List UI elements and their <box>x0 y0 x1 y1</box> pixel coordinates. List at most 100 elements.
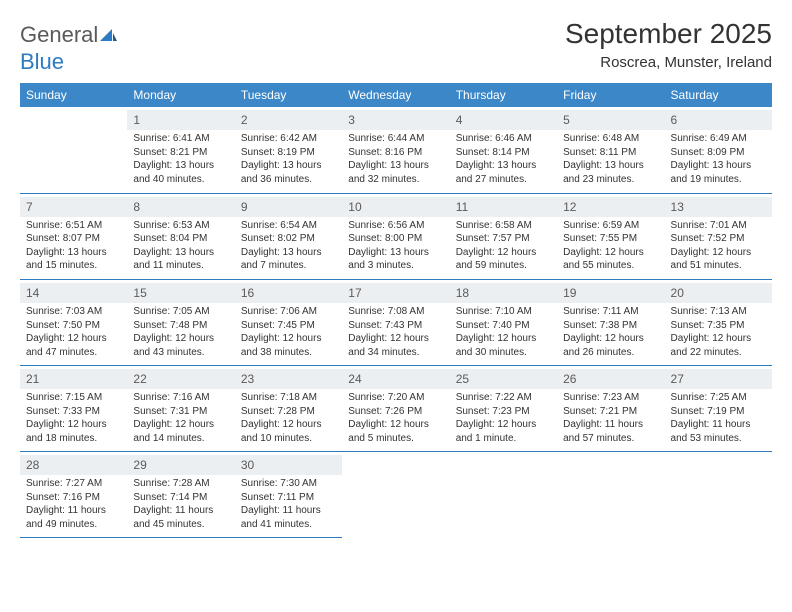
day-number: 19 <box>557 283 664 303</box>
day-number: 10 <box>342 197 449 217</box>
sunset-text: Sunset: 8:14 PM <box>456 146 551 160</box>
calendar-cell: 4Sunrise: 6:46 AMSunset: 8:14 PMDaylight… <box>450 107 557 193</box>
sunset-text: Sunset: 8:19 PM <box>241 146 336 160</box>
header: General Blue September 2025 Roscrea, Mun… <box>20 18 772 75</box>
daylight-text: Daylight: 13 hours and 36 minutes. <box>241 159 336 186</box>
daylight-text: Daylight: 13 hours and 3 minutes. <box>348 246 443 273</box>
sunrise-text: Sunrise: 7:16 AM <box>133 391 228 405</box>
day-number: 6 <box>665 110 772 130</box>
day-header: Friday <box>557 83 664 107</box>
daylight-text: Daylight: 12 hours and 38 minutes. <box>241 332 336 359</box>
calendar-cell: 12Sunrise: 6:59 AMSunset: 7:55 PMDayligh… <box>557 193 664 279</box>
calendar-row: 7Sunrise: 6:51 AMSunset: 8:07 PMDaylight… <box>20 193 772 279</box>
daylight-text: Daylight: 13 hours and 15 minutes. <box>26 246 121 273</box>
day-header: Saturday <box>665 83 772 107</box>
day-number: 20 <box>665 283 772 303</box>
calendar-cell: 2 Sunrise: 6:42 AMSunset: 8:19 PMDaylight… <box>235 107 342 193</box>
sunset-text: Sunset: 7:55 PM <box>563 232 658 246</box>
sunset-text: Sunset: 8:02 PM <box>241 232 336 246</box>
logo: General Blue <box>20 22 118 75</box>
day-number: 24 <box>342 369 449 389</box>
sunrise-text: Sunrise: 7:01 AM <box>671 219 766 233</box>
day-header-row: Sunday Monday Tuesday Wednesday Thursday… <box>20 83 772 107</box>
calendar-cell: 28Sunrise: 7:27 AMSunset: 7:16 PMDayligh… <box>20 452 127 538</box>
calendar-cell: 5Sunrise: 6:48 AMSunset: 8:11 PMDaylight… <box>557 107 664 193</box>
sunset-text: Sunset: 8:16 PM <box>348 146 443 160</box>
calendar-cell: 24Sunrise: 7:20 AMSunset: 7:26 PMDayligh… <box>342 366 449 452</box>
day-number: 30 <box>235 455 342 475</box>
day-number: 16 <box>235 283 342 303</box>
sunrise-text: Sunrise: 7:06 AM <box>241 305 336 319</box>
day-number: 15 <box>127 283 234 303</box>
day-number: 25 <box>450 369 557 389</box>
calendar-cell: 29Sunrise: 7:28 AMSunset: 7:14 PMDayligh… <box>127 452 234 538</box>
day-number: 18 <box>450 283 557 303</box>
calendar-cell: 21Sunrise: 7:15 AMSunset: 7:33 PMDayligh… <box>20 366 127 452</box>
daylight-text: Daylight: 13 hours and 27 minutes. <box>456 159 551 186</box>
sunset-text: Sunset: 7:43 PM <box>348 319 443 333</box>
sunrise-text: Sunrise: 7:05 AM <box>133 305 228 319</box>
sunset-text: Sunset: 7:26 PM <box>348 405 443 419</box>
daylight-text: Daylight: 12 hours and 43 minutes. <box>133 332 228 359</box>
sunset-text: Sunset: 7:23 PM <box>456 405 551 419</box>
sunset-text: Sunset: 7:50 PM <box>26 319 121 333</box>
sunset-text: Sunset: 7:19 PM <box>671 405 766 419</box>
sunrise-text: Sunrise: 7:11 AM <box>563 305 658 319</box>
day-number: 26 <box>557 369 664 389</box>
calendar-cell: 16 Sunrise: 7:06 AMSunset: 7:45 PMDayligh… <box>235 279 342 365</box>
day-number: 2 <box>235 110 342 130</box>
daylight-text: Daylight: 12 hours and 55 minutes. <box>563 246 658 273</box>
calendar-cell: 6Sunrise: 6:49 AMSunset: 8:09 PMDaylight… <box>665 107 772 193</box>
sunset-text: Sunset: 7:48 PM <box>133 319 228 333</box>
logo-text-blue: Blue <box>20 49 64 74</box>
daylight-text: Daylight: 12 hours and 10 minutes. <box>241 418 336 445</box>
daylight-text: Daylight: 11 hours and 49 minutes. <box>26 504 121 531</box>
sunset-text: Sunset: 7:28 PM <box>241 405 336 419</box>
sunset-text: Sunset: 7:52 PM <box>671 232 766 246</box>
sunset-text: Sunset: 8:04 PM <box>133 232 228 246</box>
calendar-cell: 9Sunrise: 6:54 AMSunset: 8:02 PMDaylight… <box>235 193 342 279</box>
day-number: 8 <box>127 197 234 217</box>
sunrise-text: Sunrise: 6:49 AM <box>671 132 766 146</box>
day-number: 29 <box>127 455 234 475</box>
calendar-row: 28Sunrise: 7:27 AMSunset: 7:16 PMDayligh… <box>20 452 772 538</box>
day-number: 11 <box>450 197 557 217</box>
sunrise-text: Sunrise: 7:28 AM <box>133 477 228 491</box>
sunset-text: Sunset: 7:57 PM <box>456 232 551 246</box>
title-block: September 2025 Roscrea, Munster, Ireland <box>565 18 772 71</box>
calendar-cell: 18Sunrise: 7:10 AMSunset: 7:40 PMDayligh… <box>450 279 557 365</box>
sunrise-text: Sunrise: 7:27 AM <box>26 477 121 491</box>
day-number: 3 <box>342 110 449 130</box>
calendar-cell: 25Sunrise: 7:22 AMSunset: 7:23 PMDayligh… <box>450 366 557 452</box>
daylight-text: Daylight: 11 hours and 57 minutes. <box>563 418 658 445</box>
daylight-text: Daylight: 12 hours and 59 minutes. <box>456 246 551 273</box>
calendar-cell: 19Sunrise: 7:11 AMSunset: 7:38 PMDayligh… <box>557 279 664 365</box>
calendar-cell: 8Sunrise: 6:53 AMSunset: 8:04 PMDaylight… <box>127 193 234 279</box>
calendar-row: 14Sunrise: 7:03 AMSunset: 7:50 PMDayligh… <box>20 279 772 365</box>
calendar-row: 21Sunrise: 7:15 AMSunset: 7:33 PMDayligh… <box>20 366 772 452</box>
sunset-text: Sunset: 7:33 PM <box>26 405 121 419</box>
sunset-text: Sunset: 7:14 PM <box>133 491 228 505</box>
calendar-cell: 11Sunrise: 6:58 AMSunset: 7:57 PMDayligh… <box>450 193 557 279</box>
sunset-text: Sunset: 7:31 PM <box>133 405 228 419</box>
daylight-text: Daylight: 12 hours and 22 minutes. <box>671 332 766 359</box>
sunset-text: Sunset: 7:45 PM <box>241 319 336 333</box>
daylight-text: Daylight: 12 hours and 47 minutes. <box>26 332 121 359</box>
sunrise-text: Sunrise: 6:46 AM <box>456 132 551 146</box>
location: Roscrea, Munster, Ireland <box>565 54 772 71</box>
sunrise-text: Sunrise: 7:03 AM <box>26 305 121 319</box>
sunrise-text: Sunrise: 6:42 AM <box>241 132 336 146</box>
logo-text-general: General <box>20 22 98 47</box>
day-header: Monday <box>127 83 234 107</box>
calendar-cell: 26Sunrise: 7:23 AMSunset: 7:21 PMDayligh… <box>557 366 664 452</box>
sunrise-text: Sunrise: 6:51 AM <box>26 219 121 233</box>
day-header: Wednesday <box>342 83 449 107</box>
calendar-cell <box>450 452 557 538</box>
day-number: 7 <box>20 197 127 217</box>
daylight-text: Daylight: 12 hours and 51 minutes. <box>671 246 766 273</box>
day-number: 23 <box>235 369 342 389</box>
sunrise-text: Sunrise: 7:08 AM <box>348 305 443 319</box>
daylight-text: Daylight: 13 hours and 11 minutes. <box>133 246 228 273</box>
sunrise-text: Sunrise: 7:23 AM <box>563 391 658 405</box>
day-number: 12 <box>557 197 664 217</box>
